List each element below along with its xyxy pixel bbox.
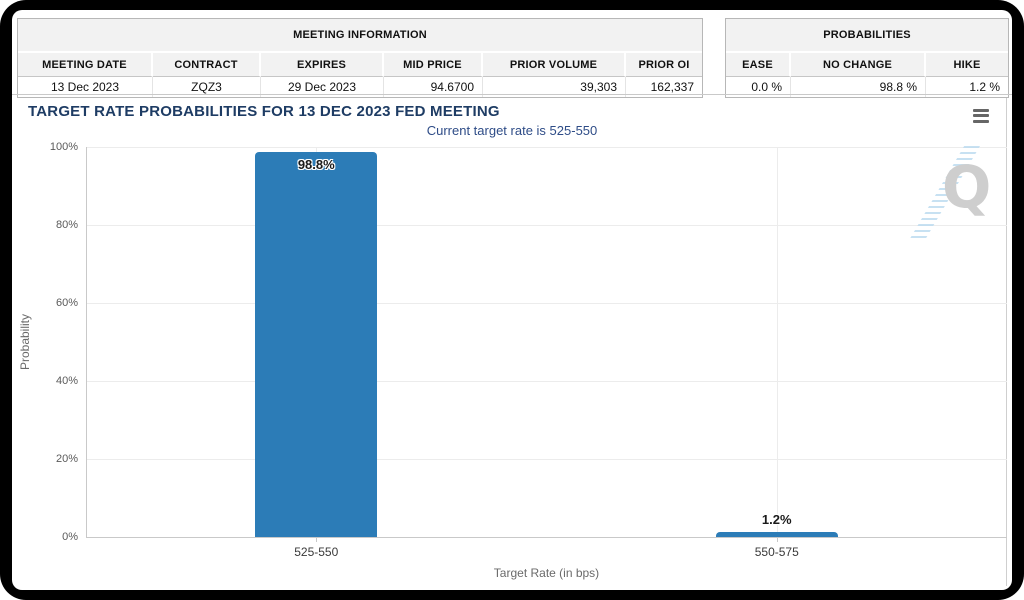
x-axis-line <box>86 537 1007 538</box>
y-tick-label: 20% <box>55 453 78 465</box>
cell-value: 1.2 % <box>926 77 1009 97</box>
x-axis-title: Target Rate (in bps) <box>493 566 600 580</box>
x-tick-mark <box>776 537 778 542</box>
column-header: NO CHANGE <box>791 53 926 77</box>
y-axis-line <box>86 147 87 537</box>
x-tick-label: 550-575 <box>754 545 799 559</box>
cell-value: 0.0 % <box>726 77 791 97</box>
section-divider <box>12 94 1012 95</box>
table-group-header: PROBABILITIES <box>726 19 1009 53</box>
cell-value: ZQZ3 <box>153 77 261 97</box>
column-header: CONTRACT <box>153 53 261 77</box>
y-gridline <box>86 381 1007 382</box>
x-tick-mark <box>316 537 318 542</box>
y-tick-label: 100% <box>49 141 78 153</box>
bar-550-575[interactable] <box>715 532 838 537</box>
meeting-information-table: MEETING INFORMATION MEETING DATE CONTRACT E… <box>17 18 704 98</box>
y-tick-label: 0% <box>62 531 78 543</box>
hamburger-icon <box>973 114 989 117</box>
bar-525-550[interactable] <box>255 152 378 537</box>
cell-value: 13 Dec 2023 <box>18 77 153 97</box>
hamburger-icon <box>973 108 989 112</box>
y-tick-label: 80% <box>55 219 78 231</box>
table-group-header: MEETING INFORMATION <box>18 19 703 53</box>
quikstrike-watermark: Q <box>902 144 1012 248</box>
watermark-q-logo-icon: Q <box>942 153 992 221</box>
chart-title: TARGET RATE PROBABILITIES FOR 13 DEC 202… <box>28 103 500 120</box>
y-tick-label: 40% <box>55 375 78 387</box>
y-gridline <box>86 303 1007 304</box>
probabilities-table: PROBABILITIES EASE NO CHANGE HIKE 0.0 % 98.8 … <box>725 18 1010 98</box>
chart-subtitle: Current target rate is 525-550 <box>426 123 598 138</box>
column-header: EXPIRES <box>261 53 384 77</box>
column-header: HIKE <box>926 53 1009 77</box>
plot-area: Probability 0% 20% 40% 60% 80% 100% 525-550 550… <box>12 10 1012 590</box>
chart-right-border <box>1006 98 1007 586</box>
app-content: MEETING INFORMATION MEETING DATE CONTRACT E… <box>12 10 1012 590</box>
y-gridline <box>86 225 1007 226</box>
bar-value-label: 1.2% <box>761 512 792 527</box>
chart-context-menu-button[interactable] <box>971 106 993 125</box>
y-gridline <box>86 147 1007 148</box>
cell-value: 98.8 % <box>791 77 926 97</box>
column-header: PRIOR OI <box>626 53 703 77</box>
y-tick-label: 60% <box>55 297 78 309</box>
cell-value: 39,303 <box>483 77 626 97</box>
cell-value: 162,337 <box>626 77 703 97</box>
bar-value-label: 98.8% <box>297 157 335 172</box>
column-header: MID PRICE <box>384 53 483 77</box>
cell-value: 29 Dec 2023 <box>261 77 384 97</box>
column-header: EASE <box>726 53 791 77</box>
x-tick-label: 525-550 <box>294 545 339 559</box>
column-header: MEETING DATE <box>18 53 153 77</box>
cell-value: 94.6700 <box>384 77 483 97</box>
x-gridline <box>776 147 778 537</box>
hamburger-icon <box>973 119 989 123</box>
y-gridline <box>86 459 1007 460</box>
column-header: PRIOR VOLUME <box>483 53 626 77</box>
